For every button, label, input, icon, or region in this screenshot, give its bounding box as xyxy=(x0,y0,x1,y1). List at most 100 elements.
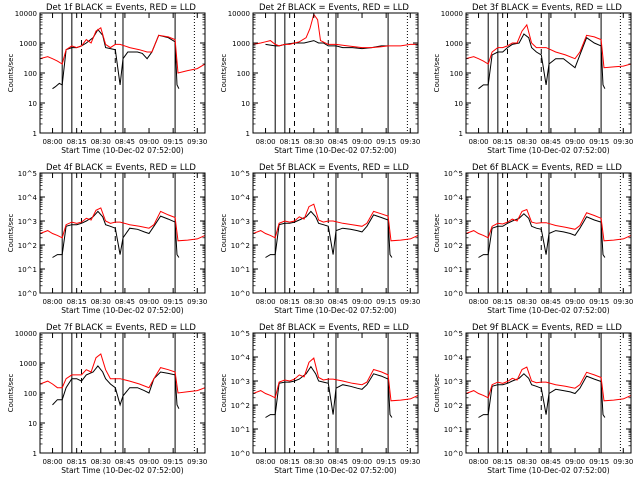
y-tick-label: 10^5 xyxy=(231,170,250,178)
y-tick-label: 10^0 xyxy=(231,450,250,458)
x-tick-label: 09:30 xyxy=(400,298,420,306)
events-series-line xyxy=(265,210,393,258)
chart-title: Det 2f BLACK = Events, RED = LLD xyxy=(259,3,409,13)
plot-frame xyxy=(465,172,632,294)
lld-series-line xyxy=(40,207,205,242)
events-series-line xyxy=(478,373,606,418)
chart-panel-7: Det 7f BLACK = Events, RED = LLD 1 10 100 10… xyxy=(7,323,207,475)
lld-series-line xyxy=(466,23,631,69)
x-tick-label: 09:00 xyxy=(139,298,159,306)
y-tick-label: 10^0 xyxy=(444,290,463,298)
x-tick-label: 09:00 xyxy=(139,458,159,466)
chart-title: Det 9f BLACK = Events, RED = LLD xyxy=(472,323,622,333)
x-tick-label: 09:15 xyxy=(163,458,183,466)
chart-panel-6: Det 6f BLACK = Events, RED = LLD 10^0 10^1… xyxy=(433,163,633,315)
x-tick-label: 08:30 xyxy=(91,458,111,466)
x-tick-label: 08:45 xyxy=(541,138,561,146)
plot-frame xyxy=(252,172,419,294)
y-tick-label: 10 xyxy=(454,100,463,108)
x-tick-label: 08:30 xyxy=(304,138,324,146)
y-tick-label: 10^4 xyxy=(444,194,464,202)
lld-series-line xyxy=(40,353,205,394)
y-tick-label: 10000 xyxy=(441,10,463,18)
y-tick-label: 10^2 xyxy=(231,242,250,250)
x-tick-label: 08:30 xyxy=(517,298,537,306)
y-tick-label: 1 xyxy=(33,450,37,458)
x-tick-label: 08:15 xyxy=(280,458,300,466)
x-tick-label: 09:15 xyxy=(589,298,609,306)
y-tick-label: 1000 xyxy=(19,40,37,48)
x-tick-label: 08:30 xyxy=(517,458,537,466)
x-tick-label: 08:00 xyxy=(255,458,275,466)
y-tick-label: 10^0 xyxy=(444,450,463,458)
x-axis-label: Start Time (10-Dec-02 07:52:00) xyxy=(61,146,183,155)
x-tick-label: 08:45 xyxy=(115,458,135,466)
chart-title: Det 1f BLACK = Events, RED = LLD xyxy=(46,3,196,13)
y-tick-label: 10^5 xyxy=(444,170,463,178)
y-tick-label: 10^4 xyxy=(18,194,38,202)
y-tick-label: 10^3 xyxy=(231,378,250,386)
y-tick-label: 10^1 xyxy=(231,266,250,274)
y-tick-label: 10 xyxy=(28,100,37,108)
x-tick-label: 09:00 xyxy=(565,138,585,146)
y-tick-label: 100 xyxy=(24,70,37,78)
lld-series-line xyxy=(253,357,418,402)
lld-series-line xyxy=(466,208,631,242)
y-tick-label: 10^0 xyxy=(231,290,250,298)
x-tick-label: 08:45 xyxy=(115,138,135,146)
x-tick-label: 09:30 xyxy=(613,138,633,146)
x-tick-label: 08:30 xyxy=(91,298,111,306)
chart-panel-5: Det 5f BLACK = Events, RED = LLD 10^0 10^1… xyxy=(220,163,420,315)
y-tick-label: 10^5 xyxy=(231,330,250,338)
x-tick-label: 09:30 xyxy=(187,458,207,466)
y-tick-label: 100 xyxy=(450,70,463,78)
y-axis-label: Counts/sec xyxy=(7,54,15,93)
chart-panel-4: Det 4f BLACK = Events, RED = LLD 10^0 10^1… xyxy=(7,163,207,315)
y-tick-label: 10^1 xyxy=(444,426,463,434)
x-tick-label: 09:15 xyxy=(163,298,183,306)
y-tick-label: 1 xyxy=(33,130,37,138)
x-tick-label: 08:00 xyxy=(42,458,62,466)
y-tick-label: 10000 xyxy=(15,10,37,18)
x-tick-label: 08:15 xyxy=(67,298,87,306)
y-tick-label: 10 xyxy=(28,420,37,428)
x-axis-label: Start Time (10-Dec-02 07:52:00) xyxy=(61,306,183,315)
x-tick-label: 08:15 xyxy=(67,458,87,466)
events-series-line xyxy=(52,365,180,409)
x-tick-label: 09:30 xyxy=(187,298,207,306)
y-axis-label: Counts/sec xyxy=(220,54,228,93)
x-tick-label: 09:15 xyxy=(376,458,396,466)
x-tick-label: 09:00 xyxy=(139,138,159,146)
plot-frame xyxy=(465,332,632,454)
x-tick-label: 08:00 xyxy=(468,458,488,466)
x-tick-label: 09:30 xyxy=(613,458,633,466)
y-tick-label: 1000 xyxy=(445,40,463,48)
x-tick-label: 09:30 xyxy=(613,298,633,306)
x-tick-label: 08:45 xyxy=(115,298,135,306)
y-tick-label: 10 xyxy=(241,100,250,108)
x-axis-label: Start Time (10-Dec-02 07:52:00) xyxy=(487,306,609,315)
plot-frame xyxy=(252,332,419,454)
y-tick-label: 1000 xyxy=(19,360,37,368)
y-tick-label: 10^1 xyxy=(231,426,250,434)
chart-panel-1: Det 1f BLACK = Events, RED = LLD 1 10 100 10… xyxy=(7,3,207,155)
chart-panel-2: Det 2f BLACK = Events, RED = LLD 1 10 100 10… xyxy=(220,3,420,155)
y-tick-label: 10^4 xyxy=(231,354,251,362)
x-tick-label: 09:15 xyxy=(376,298,396,306)
y-tick-label: 10^1 xyxy=(444,266,463,274)
chart-panel-9: Det 9f BLACK = Events, RED = LLD 10^0 10^1… xyxy=(433,323,633,475)
y-tick-label: 10000 xyxy=(15,330,37,338)
x-tick-label: 08:30 xyxy=(91,138,111,146)
x-tick-label: 08:15 xyxy=(493,458,513,466)
x-tick-label: 08:00 xyxy=(468,298,488,306)
x-tick-label: 09:00 xyxy=(565,298,585,306)
chart-panel-8: Det 8f BLACK = Events, RED = LLD 10^0 10^1… xyxy=(220,323,420,475)
x-tick-label: 08:15 xyxy=(280,298,300,306)
y-tick-label: 100 xyxy=(24,390,37,398)
x-tick-label: 09:00 xyxy=(352,458,372,466)
y-tick-label: 10^0 xyxy=(18,290,37,298)
x-tick-label: 08:15 xyxy=(493,138,513,146)
y-axis-label: Counts/sec xyxy=(7,214,15,253)
x-axis-label: Start Time (10-Dec-02 07:52:00) xyxy=(61,466,183,475)
